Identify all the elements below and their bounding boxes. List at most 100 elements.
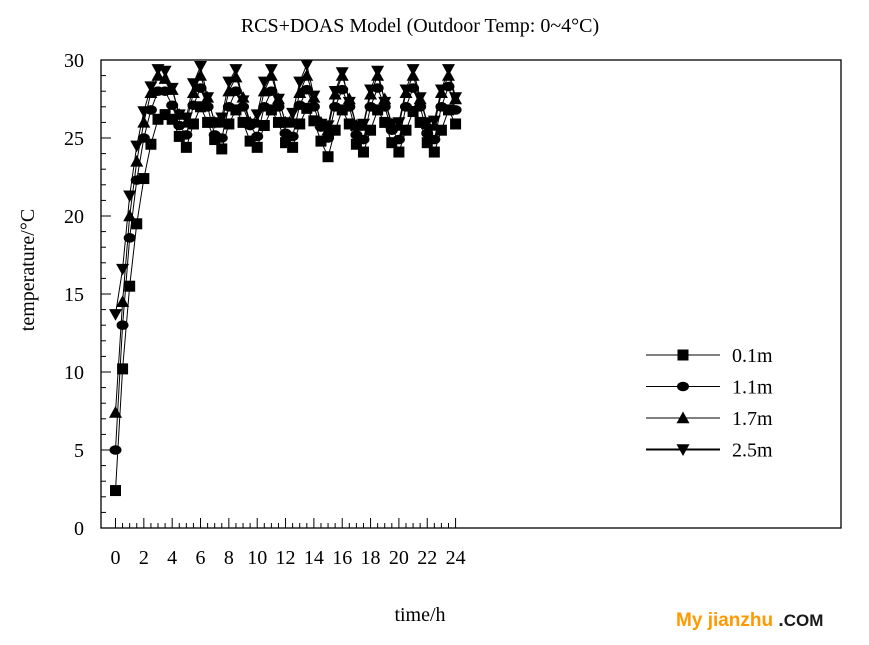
legend-item: 1.1m: [646, 377, 773, 399]
data-point: [123, 233, 136, 243]
data-point: [138, 173, 150, 185]
data-point: [194, 61, 208, 73]
data-point: [172, 109, 186, 122]
x-tick-label: 20: [389, 547, 409, 569]
y-axis: 0 5 10 15 20 25 30: [64, 50, 111, 540]
data-point: [371, 65, 385, 78]
data-point: [372, 104, 384, 116]
legend-label: 0.1m: [732, 345, 773, 367]
series-layer: [109, 59, 463, 497]
data-point: [286, 107, 300, 120]
x-tick-label: 6: [196, 547, 206, 569]
legend: 0.1m 1.1m 1.7m 2.5m: [646, 345, 773, 462]
data-point: [393, 146, 405, 158]
series-0.1m: [110, 101, 462, 497]
data-point: [215, 133, 228, 143]
data-point: [173, 120, 186, 131]
x-tick-label: 18: [361, 547, 381, 569]
watermark-com: COM: [783, 611, 824, 630]
watermark-dot: .: [778, 610, 784, 631]
series-line: [115, 63, 457, 315]
data-point: [237, 116, 249, 128]
data-point: [286, 115, 300, 128]
data-point: [450, 118, 462, 130]
data-point: [166, 113, 178, 125]
data-point: [251, 131, 264, 142]
watermark-jianzhu: jianzhu: [707, 610, 774, 631]
data-point: [434, 84, 448, 97]
data-point: [271, 93, 285, 106]
data-point: [428, 134, 441, 145]
data-point: [137, 115, 151, 128]
data-point: [356, 118, 370, 131]
data-point: [195, 101, 207, 113]
data-point: [257, 76, 271, 89]
x-tick-label: 4: [167, 547, 177, 569]
data-point: [272, 116, 284, 128]
data-point: [392, 117, 406, 129]
data-point: [180, 141, 192, 153]
x-tick-label: 2: [139, 547, 149, 569]
data-point: [116, 320, 129, 331]
data-point: [435, 124, 447, 136]
watermark-my: My: [676, 610, 703, 631]
data-point: [315, 135, 327, 147]
y-tick-label: 0: [74, 518, 84, 540]
data-point: [208, 117, 222, 129]
series-2.5m: [109, 59, 463, 321]
data-point: [357, 134, 370, 145]
data-point: [130, 140, 144, 153]
data-point: [293, 76, 307, 89]
data-point: [307, 102, 320, 112]
data-point: [300, 59, 314, 72]
x-tick-label: 24: [446, 547, 466, 569]
data-point: [230, 104, 242, 116]
data-point: [441, 64, 455, 76]
legend-marker: [677, 349, 689, 361]
legend-marker: [676, 411, 690, 424]
legend-label: 2.5m: [732, 440, 773, 462]
data-point: [222, 76, 236, 89]
y-tick-label: 10: [64, 362, 84, 384]
data-point: [413, 92, 427, 104]
data-point: [442, 104, 454, 116]
x-tick-label: 12: [276, 547, 296, 569]
legend-label: 1.7m: [732, 408, 773, 430]
data-point: [386, 137, 398, 149]
x-tick-label: 22: [417, 547, 437, 569]
data-point: [287, 141, 299, 153]
data-point: [110, 485, 121, 497]
data-point: [343, 118, 355, 130]
data-point: [166, 100, 179, 111]
data-point: [392, 134, 405, 145]
data-point: [116, 263, 130, 276]
data-point: [117, 363, 129, 375]
data-point: [406, 64, 420, 76]
data-point: [322, 133, 335, 143]
data-point: [158, 72, 172, 84]
y-tick-label: 20: [64, 206, 84, 228]
data-point: [286, 131, 299, 142]
x-tick-label: 14: [304, 547, 324, 569]
data-point: [243, 118, 257, 131]
data-point: [365, 124, 377, 136]
y-tick-label: 5: [74, 440, 84, 462]
data-point: [180, 130, 193, 140]
data-point: [307, 90, 321, 103]
data-point: [364, 84, 378, 97]
data-point: [293, 100, 306, 111]
data-point: [257, 84, 271, 97]
data-point: [265, 104, 277, 116]
data-point: [194, 69, 208, 81]
x-axis: 0 2 4 6 8 10 12 14 16 18 20 22 24: [111, 518, 466, 569]
data-point: [165, 82, 179, 95]
legend-item: 0.1m: [646, 345, 773, 367]
data-point: [186, 78, 200, 90]
data-point: [222, 84, 236, 97]
data-point: [223, 118, 235, 130]
data-point: [449, 105, 462, 115]
data-point: [109, 406, 122, 418]
data-point: [201, 92, 215, 104]
data-point: [427, 115, 441, 128]
